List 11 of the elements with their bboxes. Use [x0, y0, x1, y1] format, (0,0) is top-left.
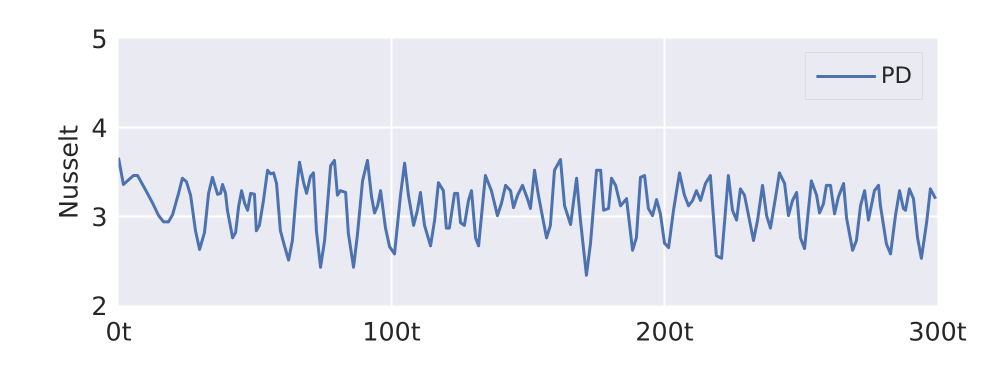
legend-label: PD — [880, 63, 912, 89]
y-axis-title: Nusselt — [53, 124, 84, 219]
x-tick-label: 200t — [635, 316, 694, 346]
x-tick-label: 100t — [362, 316, 421, 346]
y-tick-label: 3 — [91, 202, 108, 232]
x-tick-label: 0t — [105, 316, 132, 346]
x-tick-label: 300t — [908, 316, 967, 346]
y-tick-label: 2 — [91, 291, 108, 321]
line-series — [118, 156, 938, 277]
y-tick-label: 5 — [91, 24, 108, 54]
y-tick-label: 4 — [91, 113, 108, 143]
